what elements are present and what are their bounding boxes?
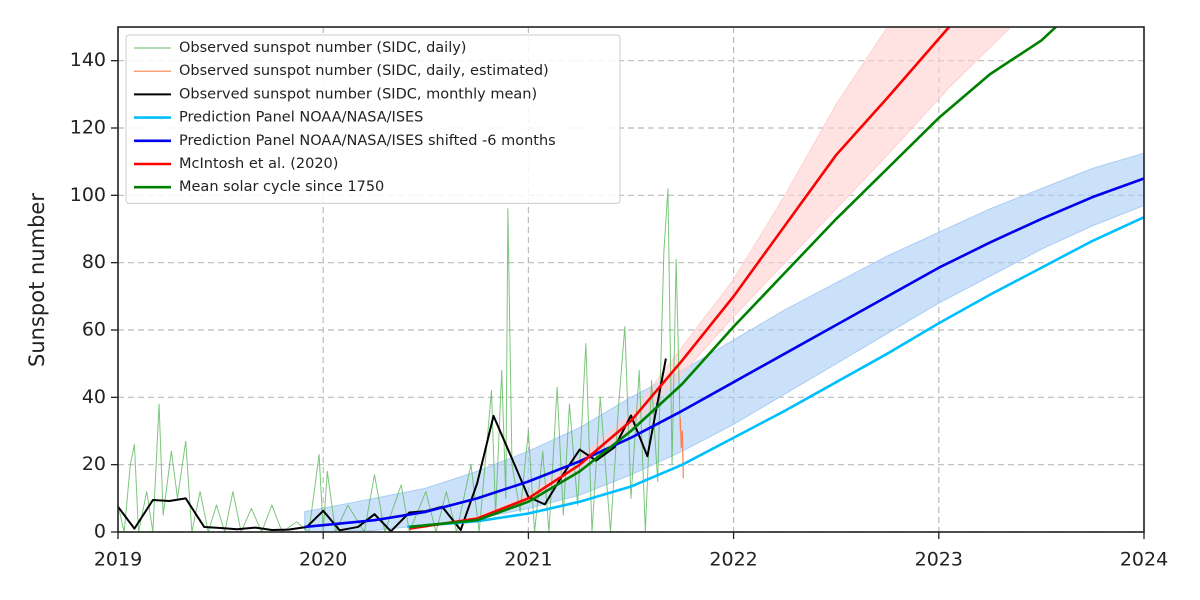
legend-label: Observed sunspot number (SIDC, monthly m… xyxy=(179,86,537,102)
y-tick-label: 0 xyxy=(94,521,106,543)
series-line xyxy=(409,27,1057,529)
legend-label: McIntosh et al. (2020) xyxy=(179,156,338,172)
legend-box xyxy=(125,34,621,204)
legend-label: Observed sunspot number (SIDC, daily) xyxy=(179,40,466,56)
plot-frame xyxy=(117,26,1145,533)
legend-label: Prediction Panel NOAA/NASA/ISES xyxy=(179,110,423,126)
x-tick-label: 2024 xyxy=(1120,549,1168,571)
plot-area xyxy=(118,27,1144,532)
legend-label: Prediction Panel NOAA/NASA/ISES shifted … xyxy=(179,133,556,149)
series-line xyxy=(407,216,1144,529)
series-line xyxy=(304,177,1144,529)
x-tick-label: 2022 xyxy=(709,549,757,571)
y-tick-label: 40 xyxy=(82,386,106,408)
x-tick-label: 2020 xyxy=(299,549,347,571)
y-tick-label: 140 xyxy=(70,49,106,71)
series-line xyxy=(409,27,951,530)
series-line xyxy=(118,188,681,532)
y-axis-label: Sunspot number xyxy=(25,193,49,367)
legend-label: Observed sunspot number (SIDC, daily, es… xyxy=(179,63,549,79)
x-tick-label: 2023 xyxy=(915,549,963,571)
uncertainty-band xyxy=(409,27,1012,530)
y-tick-label: 100 xyxy=(70,184,106,206)
series-line xyxy=(679,417,684,479)
y-tick-label: 80 xyxy=(82,251,106,273)
y-tick-label: 20 xyxy=(82,453,106,475)
y-tick-label: 60 xyxy=(82,319,106,341)
y-tick-label: 120 xyxy=(70,117,106,139)
x-tick-label: 2021 xyxy=(504,549,552,571)
x-tick-label: 2019 xyxy=(94,549,142,571)
uncertainty-band xyxy=(304,152,1144,532)
legend-label: Mean solar cycle since 1750 xyxy=(179,179,384,195)
